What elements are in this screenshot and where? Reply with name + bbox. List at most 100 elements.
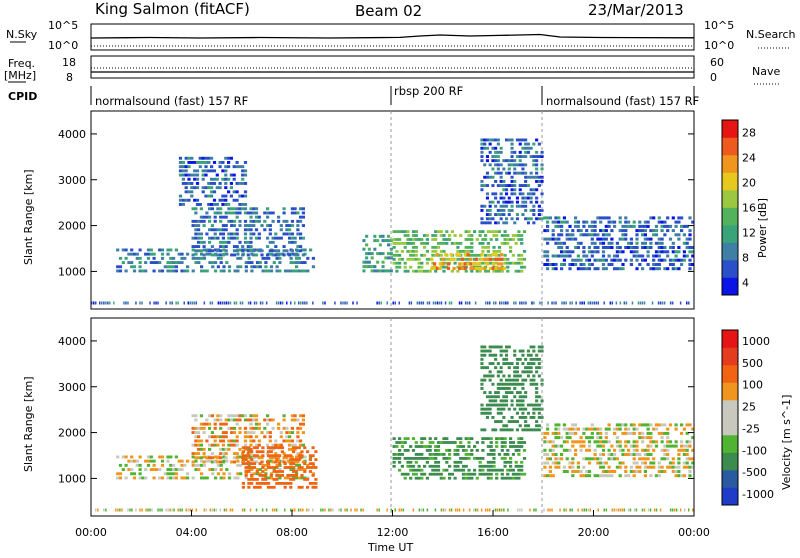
- echo-cell: [529, 378, 533, 382]
- echo-cell: [417, 453, 421, 456]
- echo-cell: [244, 458, 248, 461]
- echo-cell: [473, 468, 477, 472]
- echo-cell: [254, 253, 259, 257]
- echo-cell: [576, 470, 580, 473]
- echo-cell: [261, 478, 265, 481]
- echo-cell: [442, 437, 446, 440]
- echo-cell: [551, 448, 555, 452]
- echo-cell: [483, 349, 487, 353]
- echo-cell: [500, 234, 504, 237]
- echo-cell: [537, 180, 541, 183]
- echo-cell: [138, 463, 142, 467]
- echo-cell: [306, 463, 310, 467]
- echo-cell: [252, 439, 256, 443]
- echo-cell: [657, 423, 661, 427]
- echo-cell: [638, 254, 642, 258]
- echo-cell: [269, 269, 274, 273]
- echo-cell: [551, 233, 555, 237]
- echo-cell: [300, 468, 304, 471]
- echo-cell: [491, 399, 495, 403]
- echo-cell: [496, 200, 500, 204]
- echo-cell: [515, 428, 519, 432]
- echo-cell: [166, 265, 170, 269]
- echo-cell: [574, 431, 578, 435]
- echo-cell: [682, 233, 686, 237]
- echo-cell: [448, 476, 452, 480]
- echo-cell: [423, 445, 427, 448]
- echo-cell: [554, 220, 558, 224]
- echo-cell: [278, 482, 282, 485]
- echo-cell: [403, 234, 407, 237]
- echo-cell: [149, 455, 153, 459]
- echo-cell: [282, 426, 286, 430]
- echo-cell: [216, 265, 220, 269]
- echo-cell: [474, 508, 477, 512]
- echo-cell: [459, 441, 463, 444]
- echo-cell: [682, 474, 686, 478]
- echo-cell: [507, 196, 511, 200]
- echo-cell: [520, 468, 524, 472]
- echo-cell: [489, 261, 493, 265]
- echo-cell: [130, 265, 134, 269]
- echo-cell: [491, 266, 495, 270]
- echo-cell: [225, 468, 229, 471]
- echo-cell: [492, 257, 496, 261]
- echo-cell: [165, 508, 167, 512]
- echo-cell: [480, 345, 484, 349]
- echo-cell: [682, 250, 686, 254]
- echo-cell: [224, 447, 228, 451]
- echo-cell: [574, 220, 578, 224]
- echo-cell: [557, 241, 561, 245]
- echo-cell: [668, 224, 673, 228]
- echo-cell: [483, 163, 487, 167]
- echo-cell: [496, 159, 500, 163]
- echo-cell: [467, 453, 471, 456]
- echo-cell: [510, 420, 514, 423]
- echo-cell: [275, 269, 279, 273]
- echo-cell: [267, 463, 271, 467]
- echo-cell: [289, 256, 293, 260]
- echo-cell: [249, 215, 253, 219]
- echo-cell: [243, 211, 248, 215]
- echo-cell: [127, 459, 131, 463]
- echo-cell: [274, 452, 278, 455]
- echo-cell: [682, 427, 686, 431]
- echo-cell: [232, 224, 237, 227]
- echo-cell: [502, 416, 506, 419]
- echo-cell: [480, 403, 484, 407]
- echo-cell: [216, 472, 220, 476]
- echo-cell: [376, 260, 380, 264]
- echo-cell: [197, 456, 201, 460]
- echo-cell: [646, 427, 650, 431]
- echo-cell: [386, 508, 388, 512]
- echo-cell: [204, 165, 208, 169]
- echo-cell: [247, 468, 251, 471]
- echo-cell: [526, 353, 530, 357]
- echo-cell: [210, 431, 214, 434]
- echo-cell: [207, 169, 211, 173]
- echo-cell: [466, 253, 470, 257]
- echo-cell: [521, 403, 525, 407]
- echo-cell: [535, 159, 539, 163]
- echo-cell: [485, 192, 489, 196]
- echo-cell: [436, 472, 441, 476]
- echo-cell: [535, 196, 539, 200]
- echo-cell: [480, 353, 484, 357]
- echo-cell: [227, 447, 231, 451]
- echo-cell: [585, 457, 589, 461]
- echo-cell: [275, 474, 279, 477]
- echo-cell: [425, 261, 429, 265]
- echo-cell: [289, 476, 293, 480]
- echo-cell: [403, 441, 407, 444]
- echo-cell: [488, 209, 492, 212]
- echo-cell: [543, 431, 547, 435]
- echo-cell: [235, 207, 239, 211]
- echo-cell: [254, 435, 259, 439]
- echo-cell: [652, 254, 656, 258]
- echo-cell: [395, 453, 399, 456]
- echo-cell: [210, 207, 214, 211]
- echo-cell: [378, 301, 380, 305]
- echo-cell: [514, 242, 518, 245]
- echo-cell: [172, 265, 176, 269]
- echo-cell: [403, 437, 407, 440]
